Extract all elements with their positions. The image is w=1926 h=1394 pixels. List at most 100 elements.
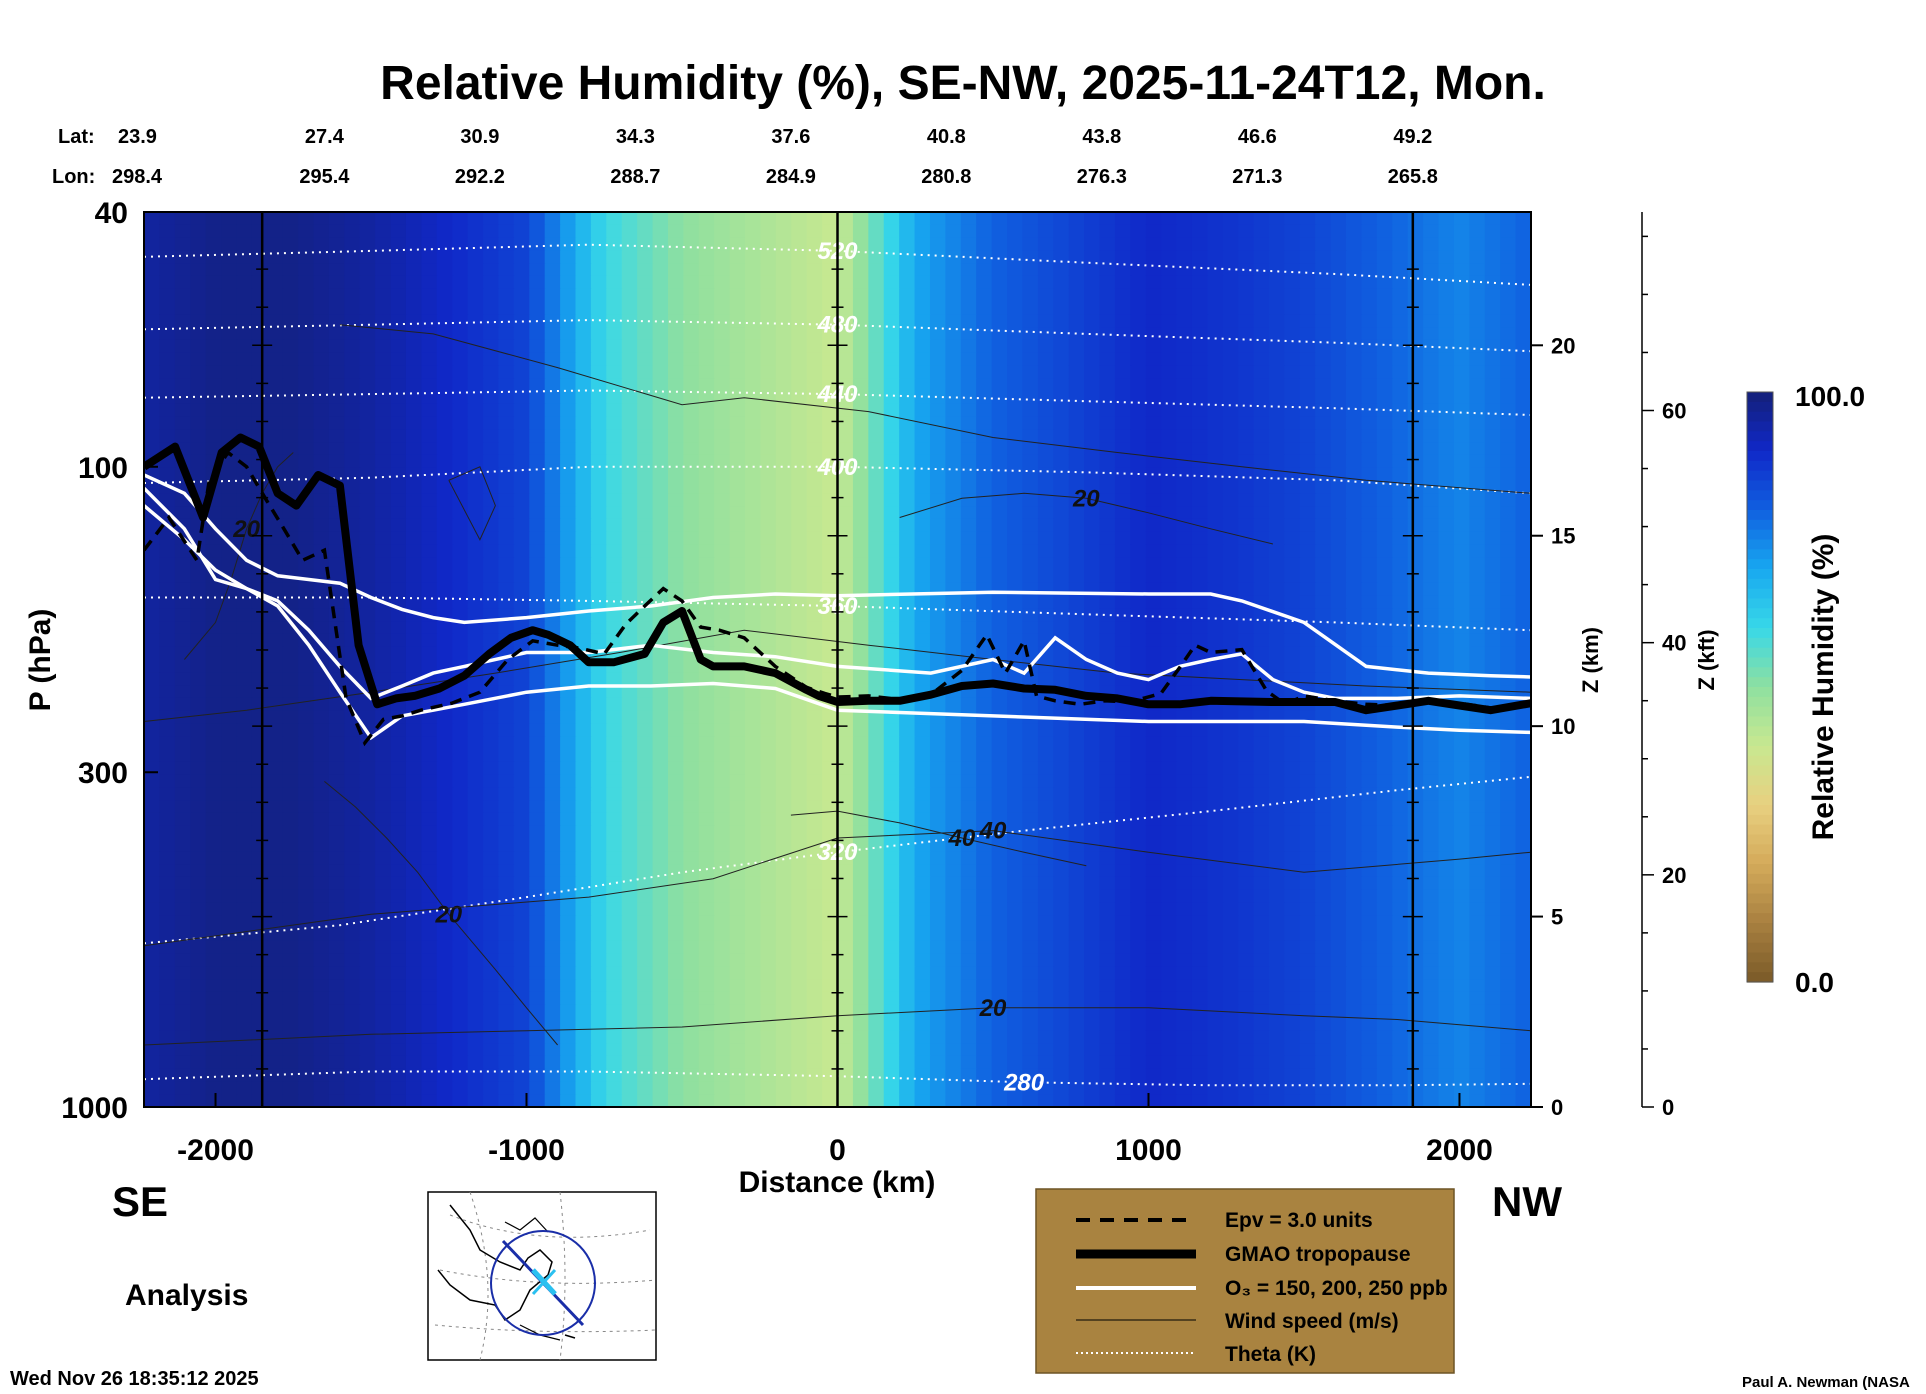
rh-cell [1207,301,1224,316]
rh-cell [914,812,931,827]
rh-cell [1484,812,1501,827]
rh-cell [375,915,392,929]
rh-cell [498,378,515,392]
rh-cell [683,224,700,239]
rh-cell [1299,889,1317,904]
rh-cell [205,352,222,367]
rh-cell [1253,416,1270,431]
rh-cell [359,710,376,725]
rh-cell [1222,557,1239,571]
rh-cell [1176,633,1193,648]
rh-cell [791,697,808,712]
rh-cell [328,774,346,789]
rh-cell [1222,467,1239,482]
rh-cell [1515,582,1531,597]
rh-cell [1500,787,1517,801]
rh-cell [590,518,608,533]
rh-cell [359,339,376,354]
rh-cell [1423,582,1440,597]
rh-cell [421,582,438,597]
rh-cell [991,467,1008,482]
rh-cell [1392,352,1409,367]
rh-cell [236,749,253,763]
rh-cell [1330,749,1347,763]
rh-cell [683,352,700,367]
rh-cell [883,301,900,316]
rh-cell [1407,710,1424,725]
rh-cell [282,761,299,776]
rh-cell [852,633,870,648]
rh-cell [313,608,330,622]
rh-cell [1238,812,1255,827]
rh-cell [745,582,762,597]
rh-cell [1191,506,1209,520]
rh-cell [606,506,623,520]
rh-cell [1145,736,1162,750]
rh-cell [267,250,284,264]
rh-cell [1238,570,1255,584]
rh-cell [1037,761,1055,776]
rh-cell [714,825,731,840]
rh-cell [1176,339,1193,354]
rh-cell [1191,314,1209,328]
rh-cell [1361,275,1378,290]
rh-cell [1346,467,1363,482]
rh-cell [1407,825,1424,840]
rh-cell [359,416,376,431]
rh-cell [775,506,793,520]
rh-cell [822,378,839,392]
rh-cell [1253,557,1270,571]
rh-cell [1407,327,1424,341]
rh-cell [513,327,531,341]
rh-cell [1222,774,1239,789]
rh-cell [883,275,900,290]
rh-cell [899,544,916,559]
rh-cell [1361,749,1378,763]
rh-cell [483,327,500,341]
rh-cell [868,480,885,495]
rh-cell [929,787,947,801]
rh-cell [606,301,623,316]
rh-cell [929,621,947,635]
rh-cell [1130,275,1147,290]
rh-cell [991,442,1008,456]
rh-cell [1022,403,1039,418]
rh-cell [405,352,423,367]
rh-cell [683,237,700,252]
lon-value: 288.7 [610,166,660,188]
rh-cell [1453,454,1471,469]
rh-cell [899,403,916,418]
rh-cell [868,352,885,367]
rh-cell [513,697,531,712]
rh-cell [513,902,531,917]
rh-cell [1284,224,1301,239]
rh-cell [606,339,623,354]
rh-cell [1222,288,1239,303]
rh-cell [1161,774,1178,789]
rh-cell [1053,288,1070,303]
rh-cell [1438,531,1455,546]
rh-cell [1022,531,1039,546]
rh-cell [405,454,423,469]
rh-cell [313,301,330,316]
rh-cell [405,442,423,456]
rh-cell [375,876,392,891]
rh-cell [405,851,423,865]
rh-cell [421,800,438,814]
rh-cell [1114,595,1132,610]
rh-cell [1176,889,1193,904]
rh-cell [1053,595,1070,610]
rh-cell [760,787,777,801]
rh-cell [405,263,423,277]
rh-cell [1007,851,1024,865]
rh-cell [1084,327,1101,341]
rh-cell [1037,646,1055,661]
rh-cell [1330,902,1347,917]
rh-cell [1376,736,1394,750]
rh-cell [837,403,854,418]
rh-cell [683,902,700,917]
rh-cell [267,275,284,290]
rh-cell [837,646,854,661]
rh-cell [868,812,885,827]
rh-cell [1037,889,1055,904]
